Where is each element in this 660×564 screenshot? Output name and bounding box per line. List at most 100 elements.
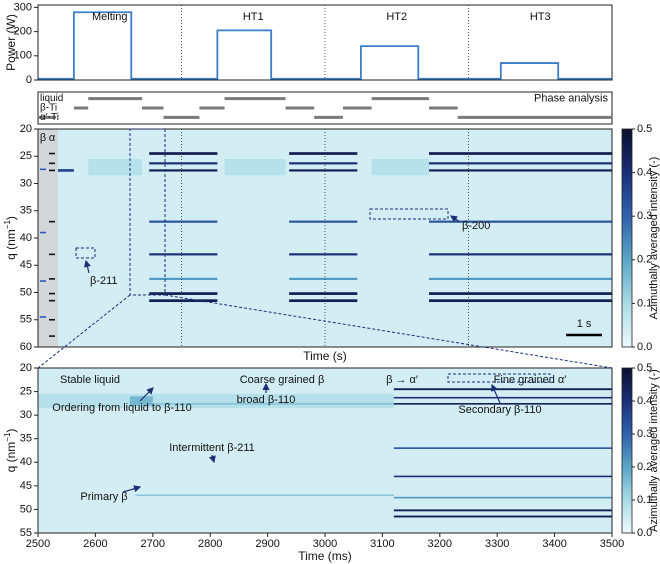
annotation: Primary β xyxy=(80,491,127,503)
annotation: Melting xyxy=(92,11,127,23)
y-tick-label: 35 xyxy=(20,205,32,217)
diffraction-peak xyxy=(289,253,357,255)
x-tick-label: 3400 xyxy=(542,538,566,550)
y-tick-label: 35 xyxy=(20,433,32,445)
x-tick-label: 3300 xyxy=(485,538,509,550)
diffraction-peak xyxy=(136,494,394,496)
colorbar xyxy=(622,368,632,533)
diffraction-peak xyxy=(289,292,357,295)
diffraction-peak xyxy=(429,221,612,223)
y-tick-label: 20 xyxy=(20,123,32,135)
x-tick-label: 2600 xyxy=(83,538,107,550)
diffraction-peak xyxy=(394,388,612,390)
y-tick-label: 40 xyxy=(20,456,32,468)
diffraction-peak xyxy=(394,509,612,511)
x-tick-label: 3500 xyxy=(600,538,624,550)
y-tick-label: 300 xyxy=(14,1,32,13)
diffraction-peak xyxy=(429,152,612,155)
y-tick-label: 20 xyxy=(20,362,32,374)
x-tick-label: 2800 xyxy=(198,538,222,550)
y-axis-label-end: ) xyxy=(4,429,18,433)
phase-row-label: α′-Ti xyxy=(40,112,59,123)
annotation: Intermittent β-211 xyxy=(169,442,255,454)
diffraction-peak xyxy=(149,253,217,255)
x-axis-label: Time (ms) xyxy=(298,549,352,563)
annotation: β-211 xyxy=(90,275,118,287)
diffraction-peak xyxy=(394,516,612,518)
diffraction-peak xyxy=(289,278,357,280)
diffraction-peak xyxy=(149,169,217,171)
y-axis-label-main: q (nm xyxy=(4,229,18,260)
diffraction-peak xyxy=(149,278,217,280)
x-tick-label: 3200 xyxy=(428,538,452,550)
y-axis-label: q (nm−1) xyxy=(3,216,18,260)
colorbar-label: Azimuthally averaged intensity (-) xyxy=(648,369,660,532)
annotation: Stable liquid xyxy=(60,374,120,386)
diffraction-peak xyxy=(289,221,357,223)
diffraction-peak xyxy=(88,159,142,175)
annotation: β → α′ xyxy=(386,374,418,386)
y-tick-label: 30 xyxy=(20,409,32,421)
annotation: HT3 xyxy=(530,11,551,23)
y-tick-label: 45 xyxy=(20,259,32,271)
diffraction-peak xyxy=(289,299,357,302)
diffraction-peak xyxy=(289,169,357,171)
x-tick-label: 3000 xyxy=(313,538,337,550)
diffraction-peak xyxy=(429,169,612,171)
y-tick-label: 55 xyxy=(20,314,32,326)
y-tick-label: 30 xyxy=(20,177,32,189)
y-tick-label: 25 xyxy=(20,150,32,162)
diffraction-peak xyxy=(289,152,357,155)
diffraction-peak xyxy=(225,159,286,175)
y-tick-label: 60 xyxy=(20,341,32,353)
x-tick-label: 2900 xyxy=(255,538,279,550)
x-tick-label: 2700 xyxy=(141,538,165,550)
y-tick-label: 0 xyxy=(26,74,32,86)
annotation: β-200 xyxy=(462,220,490,232)
annotation: HT2 xyxy=(386,11,407,23)
colorbar-tick-label: 0.0 xyxy=(637,341,652,353)
reference-label: β xyxy=(40,132,46,144)
annotation: Coarse grained β xyxy=(240,374,325,386)
annotation: Ordering from liquid to β-110 xyxy=(52,402,191,414)
y-axis-label: q (nm−1) xyxy=(3,429,18,473)
diffraction-peak xyxy=(429,299,612,302)
y-tick-label: 40 xyxy=(20,232,32,244)
annotation: broad β-110 xyxy=(237,394,296,406)
phase-title: Phase analysis xyxy=(534,92,608,104)
y-axis-label: Power (W) xyxy=(4,14,18,71)
x-axis-label: Time (s) xyxy=(303,349,347,363)
diffraction-peak xyxy=(149,152,217,155)
axes-frame xyxy=(38,92,612,124)
scale-bar-label: 1 s xyxy=(577,318,592,330)
colorbar-tick-label: 0.5 xyxy=(637,123,652,135)
heatmap-background xyxy=(38,368,612,533)
diffraction-peak xyxy=(149,162,217,164)
y-axis-label-main: q (nm xyxy=(4,442,18,473)
reference-label: α xyxy=(49,132,56,144)
colorbar xyxy=(622,129,632,347)
diffraction-peak xyxy=(372,159,429,175)
x-tick-label: 2500 xyxy=(26,538,50,550)
reference-strip xyxy=(38,129,58,347)
diffraction-peak xyxy=(429,253,612,255)
diffraction-peak xyxy=(394,476,612,478)
diffraction-peak xyxy=(429,162,612,164)
annotation: Fine grained α′ xyxy=(494,374,567,386)
y-tick-label: 50 xyxy=(20,503,32,515)
x-tick-label: 3100 xyxy=(370,538,394,550)
annotation: Secondary β-110 xyxy=(458,404,541,416)
y-tick-label: 45 xyxy=(20,480,32,492)
diffraction-peak xyxy=(394,397,612,399)
y-axis-label-end: ) xyxy=(4,216,18,220)
y-tick-label: 50 xyxy=(20,286,32,298)
diffraction-peak xyxy=(149,221,217,223)
diffraction-peak xyxy=(289,162,357,164)
diffraction-peak xyxy=(429,278,612,280)
colorbar-label: Azimuthally averaged intensity (-) xyxy=(648,157,660,320)
y-tick-label: 25 xyxy=(20,385,32,397)
annotation: HT1 xyxy=(243,11,264,23)
diffraction-peak xyxy=(394,447,612,449)
diffraction-peak xyxy=(58,169,74,172)
